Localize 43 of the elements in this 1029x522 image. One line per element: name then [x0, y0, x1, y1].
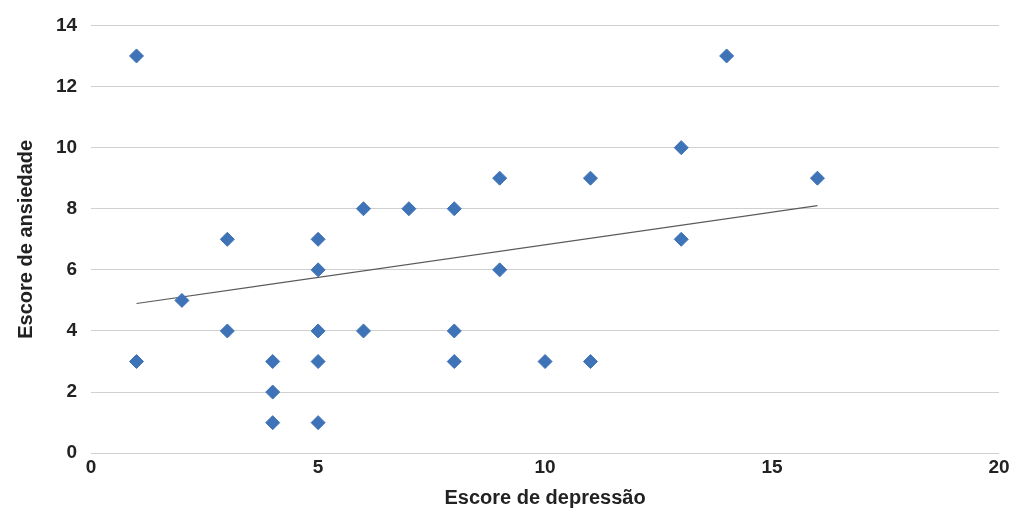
- point: [310, 354, 326, 370]
- y-tick-label: 6: [66, 258, 78, 280]
- y-tick-label: 2: [66, 380, 78, 402]
- point: [719, 48, 735, 64]
- point: [129, 48, 145, 64]
- point: [809, 170, 825, 186]
- point: [673, 231, 689, 247]
- y-tick-label: 8: [66, 196, 78, 218]
- point: [219, 231, 235, 247]
- point: [582, 354, 598, 370]
- x-axis-title: Escore de depressão: [444, 485, 646, 508]
- point: [265, 354, 281, 370]
- point: [129, 354, 145, 370]
- y-tick-label: 10: [55, 135, 78, 157]
- point: [355, 201, 371, 217]
- point: [401, 201, 417, 217]
- point: [265, 384, 281, 400]
- point: [582, 170, 598, 186]
- point: [673, 140, 689, 156]
- point: [446, 354, 462, 370]
- y-tick-label: 12: [55, 74, 78, 96]
- x-tick-label: 20: [988, 455, 1010, 477]
- point: [446, 201, 462, 217]
- point: [492, 262, 508, 278]
- point: [310, 231, 326, 247]
- y-tick-label: 0: [66, 441, 78, 463]
- point: [174, 292, 190, 308]
- point: [492, 170, 508, 186]
- point: [446, 323, 462, 339]
- point: [310, 262, 326, 278]
- point: [265, 415, 281, 431]
- point: [537, 354, 553, 370]
- y-axis-title: Escore de ansiedade: [13, 139, 36, 339]
- x-tick-label: 15: [761, 455, 784, 477]
- y-tick-label: 4: [66, 319, 78, 341]
- x-tick-label: 0: [85, 455, 97, 477]
- point: [310, 323, 326, 339]
- y-tick-label: 14: [55, 13, 78, 35]
- point: [310, 415, 326, 431]
- x-tick-label: 10: [534, 455, 556, 477]
- point: [355, 323, 371, 339]
- x-tick-label: 5: [312, 455, 324, 477]
- point: [219, 323, 235, 339]
